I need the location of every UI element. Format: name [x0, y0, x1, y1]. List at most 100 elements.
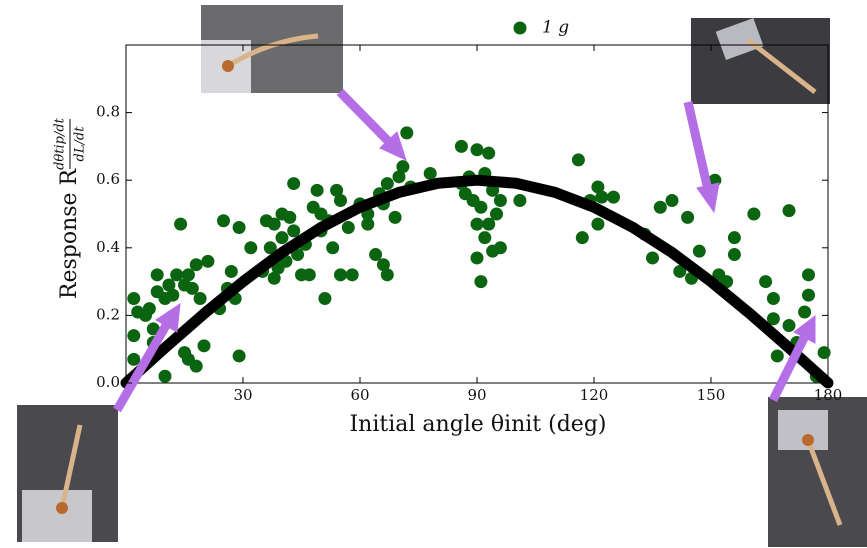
- x-tick-label: 180: [814, 386, 843, 404]
- data-point: [310, 183, 324, 197]
- data-point: [490, 207, 503, 221]
- data-point: [244, 241, 258, 255]
- data-point: [150, 268, 164, 282]
- data-point: [166, 288, 180, 302]
- y-axis-label-den: dL/dt: [73, 126, 88, 162]
- data-point: [474, 275, 488, 289]
- data-point: [201, 254, 215, 268]
- data-point: [798, 305, 812, 319]
- data-point: [267, 271, 281, 285]
- photo-inset: [768, 397, 867, 547]
- data-point: [782, 204, 796, 218]
- data-point: [478, 231, 492, 245]
- data-point: [681, 210, 695, 224]
- data-point: [345, 268, 359, 282]
- data-point: [423, 166, 437, 180]
- y-tick-label: 0.8: [96, 103, 120, 121]
- data-point: [232, 221, 246, 235]
- legend-label: 1 g: [542, 18, 569, 38]
- data-point: [770, 349, 784, 363]
- data-point: [571, 153, 585, 167]
- data-point: [392, 170, 406, 184]
- data-point: [283, 210, 297, 224]
- data-point: [291, 248, 305, 262]
- data-point: [146, 322, 160, 336]
- data-point: [388, 210, 402, 224]
- y-tick-label: 0.4: [96, 238, 120, 256]
- photo-inset: [201, 5, 343, 93]
- data-point: [747, 207, 761, 221]
- data-point: [575, 231, 589, 245]
- data-point: [170, 268, 184, 282]
- data-point: [341, 221, 355, 235]
- data-point: [224, 264, 238, 278]
- fit-curve: [120, 174, 834, 389]
- data-point: [217, 214, 230, 228]
- data-point: [287, 224, 301, 238]
- photo-inset: [691, 18, 830, 104]
- data-point: [232, 349, 246, 363]
- data-point: [482, 146, 496, 160]
- data-point: [396, 160, 410, 174]
- y-axis-label: Response R dθtip/dt dL/dt: [53, 117, 88, 299]
- data-point: [142, 302, 156, 316]
- x-tick-label: 150: [697, 386, 726, 404]
- y-axis-label-text: Response R: [57, 167, 82, 299]
- data-point: [185, 281, 199, 295]
- data-point: [302, 268, 316, 282]
- data-point: [189, 359, 203, 373]
- data-point: [275, 231, 289, 245]
- data-point: [782, 319, 796, 333]
- data-point: [318, 292, 332, 305]
- data-point: [330, 183, 344, 197]
- data-point: [127, 329, 141, 343]
- data-point: [287, 177, 301, 191]
- data-point: [158, 369, 172, 383]
- data-point: [766, 312, 780, 326]
- y-axis-label-num: dθtip/dt: [53, 117, 68, 170]
- data-point: [376, 258, 390, 272]
- x-tick-label: 120: [580, 386, 609, 404]
- data-point: [591, 180, 605, 194]
- arrows: [113, 88, 816, 413]
- data-point: [802, 268, 815, 282]
- y-tick-label: 0.0: [96, 373, 120, 391]
- data-point: [727, 248, 741, 262]
- legend-marker: [513, 21, 527, 35]
- data-point: [127, 292, 141, 305]
- data-point: [193, 292, 207, 305]
- data-point: [380, 268, 394, 282]
- data-point: [766, 292, 780, 305]
- data-point: [673, 264, 687, 278]
- data-point: [470, 143, 484, 157]
- data-point: [595, 190, 609, 204]
- data-point: [470, 217, 484, 231]
- data-point: [181, 268, 195, 282]
- x-axis-label: Initial angle θinit (deg): [349, 412, 606, 437]
- data-point: [493, 241, 507, 255]
- data-point: [334, 268, 347, 282]
- y-tick-label: 0.2: [96, 305, 120, 323]
- data-point: [162, 278, 176, 292]
- data-point: [493, 193, 507, 207]
- data-point: [361, 217, 375, 231]
- data-point: [263, 241, 277, 255]
- data-point: [759, 275, 773, 289]
- data-point: [692, 244, 706, 258]
- data-point: [189, 258, 203, 272]
- data-point: [326, 241, 340, 255]
- data-point: [127, 352, 141, 366]
- data-point: [727, 231, 741, 245]
- data-point: [513, 193, 527, 207]
- data-point: [380, 177, 394, 191]
- data-point: [197, 339, 211, 353]
- data-point: [174, 217, 188, 231]
- data-point: [470, 251, 484, 265]
- data-point: [802, 288, 815, 302]
- data-point: [817, 346, 831, 360]
- data-point: [267, 217, 281, 231]
- x-tick-label: 30: [233, 386, 252, 404]
- data-point: [482, 217, 496, 231]
- data-point: [607, 190, 620, 204]
